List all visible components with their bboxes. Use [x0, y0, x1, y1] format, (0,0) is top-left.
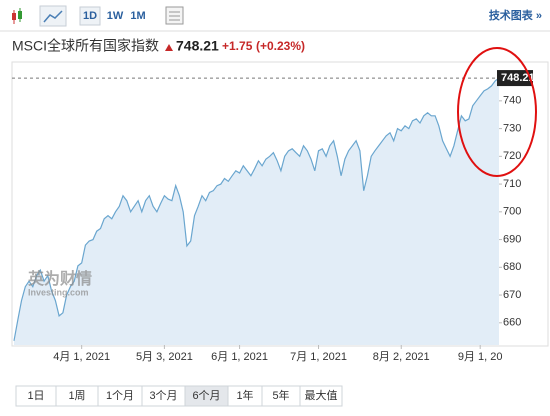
y-tick-label: 670 — [503, 289, 521, 301]
up-arrow — [165, 44, 173, 51]
range-label[interactable]: 最大值 — [305, 388, 338, 402]
y-tick-label: 660 — [503, 317, 521, 329]
range-label[interactable]: 1日 — [27, 390, 44, 402]
range-buttons: 1日 1周 1个月 3个月 6个月 1年 5年 最大值 — [15, 385, 343, 407]
x-tick-label: 7月 1, 2021 — [290, 351, 347, 363]
candle-icon[interactable] — [12, 8, 22, 24]
y-tick-label: 730 — [503, 122, 521, 134]
price-change: +1.75 — [222, 39, 253, 53]
price-line — [13, 77, 500, 341]
annotation-circle — [457, 47, 537, 177]
range-label[interactable]: 1周 — [68, 389, 85, 402]
range-label[interactable]: 1年 — [236, 388, 253, 402]
y-tick-label: 740 — [503, 95, 521, 107]
instrument-name: MSCI全球所有国家指数 — [12, 38, 159, 54]
watermark-en: Investing.com — [28, 287, 89, 297]
x-tick-label: 6月 1, 2021 — [211, 351, 268, 363]
last-price-box — [497, 70, 533, 87]
toolbar: 1D 1W 1M 技术图表 » — [0, 5, 550, 32]
range-label[interactable]: 3个月 — [149, 389, 177, 402]
y-tick-label: 710 — [503, 178, 521, 190]
last-price-label: 748.21 — [501, 72, 535, 84]
y-tick-label: 680 — [503, 261, 521, 273]
interval-label[interactable]: 1M — [130, 10, 145, 22]
x-tick-label: 4月 1, 2021 — [53, 351, 110, 363]
range-label[interactable]: 5年 — [272, 388, 289, 402]
plot-frame — [11, 61, 549, 347]
interval-button[interactable] — [79, 6, 101, 26]
area-icon — [43, 10, 63, 23]
interval-label[interactable]: 1W — [107, 10, 124, 22]
y-tick-label: 720 — [503, 150, 521, 162]
x-tick-label: 5月 3, 2021 — [136, 351, 193, 363]
technical-link[interactable]: 技术图表 » — [489, 8, 542, 22]
x-tick-label: 8月 2, 2021 — [373, 351, 430, 363]
y-tick-label: 700 — [503, 206, 521, 218]
plot: 660 670 680 690 700 710 720 730 740 748.21 4月 1, 2… — [12, 70, 535, 363]
range-label[interactable]: 6个月 — [192, 389, 220, 402]
y-tick-label: 690 — [503, 233, 521, 245]
interval-label[interactable]: 1D — [83, 10, 97, 22]
price: 748.21 — [176, 38, 219, 54]
x-tick-label: 9月 1, 20 — [458, 351, 503, 363]
range-button[interactable] — [299, 385, 343, 407]
range-label[interactable]: 1个月 — [106, 389, 134, 402]
area-fill — [14, 78, 499, 345]
watermark-cn: 英为财情 — [27, 269, 92, 288]
price-change-pct: (+0.23%) — [256, 39, 305, 53]
